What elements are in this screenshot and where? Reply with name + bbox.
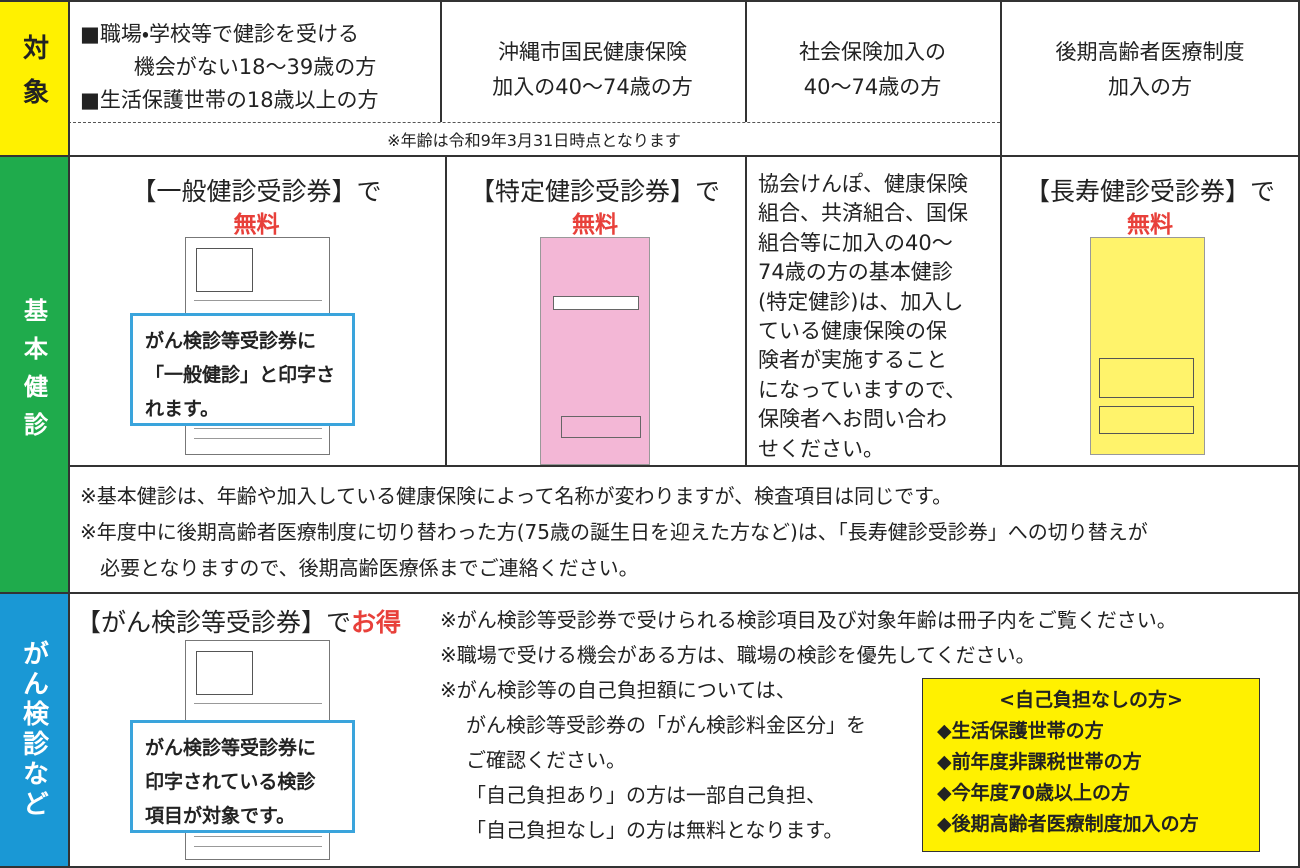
text-line: ている健康保険の保 xyxy=(758,319,947,344)
exemption-box: <自己負担なしの方> ◆生活保護世帯の方 ◆前年度非課税世帯の方 ◆今年度70歳以上… xyxy=(922,678,1260,852)
border xyxy=(0,592,1300,594)
heading-highlight: お得 xyxy=(351,608,402,637)
border xyxy=(745,155,747,465)
text-line: 後期高齢者医療制度 xyxy=(1055,40,1245,64)
heading-text: 【がん検診等受診券】で xyxy=(76,608,352,637)
border xyxy=(0,0,1300,2)
text-line: ※がん検診等受診券で受けられる検診項目及び対象年齢は冊子内をご覧ください。 xyxy=(440,608,1177,632)
text-line: 社会保険加入の xyxy=(799,40,946,64)
ticket-band xyxy=(553,296,639,310)
ticket-photo xyxy=(196,248,253,292)
text-line: がん検診等受診券に xyxy=(145,330,317,352)
ticket-line xyxy=(194,846,322,847)
ticket-image xyxy=(1090,237,1205,455)
text-line: ◆後期高齢者医療制度加入の方 xyxy=(937,813,1199,835)
general-callout: がん検診等受診券に 「一般健診」と印字さ れます。 xyxy=(130,313,355,426)
border xyxy=(1000,0,1002,155)
box-title: <自己負担なしの方> xyxy=(999,689,1183,711)
insurance-text: 協会けんぽ、健康保険 組合、共済組合、国保 組合等に加入の40〜 74歳の方の基本健診… xyxy=(758,170,998,464)
cancer-label: がん検診など xyxy=(0,592,68,868)
text-line: ※基本健診は、年齢や加入している健康保険によって名称が変わりますが、検査項目は同… xyxy=(80,484,953,508)
text-line: 保険者へお問い合わ xyxy=(758,407,947,432)
text-line: がん検診等受診券に xyxy=(145,737,317,759)
text-line: ご確認ください。 xyxy=(466,748,626,772)
text-line: になっていますので、 xyxy=(758,377,967,402)
ticket-line xyxy=(194,703,322,704)
text-line: 「一般健診」と印字さ xyxy=(145,364,336,386)
cancer-heading: 【がん検診等受診券】でお得 xyxy=(76,603,401,639)
text-line: ◆前年度非課税世帯の方 xyxy=(937,751,1142,773)
ticket-line xyxy=(194,836,322,837)
longevity-free: 無料 xyxy=(1127,212,1173,238)
text-line: 「自己負担あり」の方は一部自己負担、 xyxy=(466,783,826,807)
text-line: 協会けんぽ、健康保険 xyxy=(758,172,968,196)
general-free: 無料 xyxy=(233,212,280,238)
ticket-line xyxy=(194,438,322,439)
cancer-notes: ※がん検診等受診券で受けられる検診項目及び対象年齢は冊子内をご覧ください。 ※職場… xyxy=(440,603,1290,848)
target-label: 対象 xyxy=(0,0,68,155)
text-line: ■職場・学校等で健診を受ける xyxy=(80,22,359,46)
border xyxy=(68,0,70,868)
text-line: 「自己負担なし」の方は無料となります。 xyxy=(466,818,844,842)
target-cell: ■職場・学校等で健診を受ける機会がない18〜39歳の方 ■生活保護世帯の18歳以上… xyxy=(80,18,430,117)
specific-free: 無料 xyxy=(572,212,618,238)
text-line: 項目が対象です。 xyxy=(145,805,296,827)
specific-heading: 【特定健診受診券】で xyxy=(469,177,720,206)
target-cell: 沖縄市国民健康保険 加入の40〜74歳の方 xyxy=(440,35,745,105)
text-line: れます。 xyxy=(145,398,220,420)
border xyxy=(68,465,1300,467)
text-line: ◆今年度70歳以上の方 xyxy=(937,782,1131,804)
longevity-heading: 【長寿健診受診券】で xyxy=(1024,177,1275,206)
border xyxy=(0,866,1300,868)
target-cell: 後期高齢者医療制度 加入の方 xyxy=(1000,35,1300,105)
border xyxy=(745,0,747,122)
text-line: 沖縄市国民健康保険 xyxy=(498,40,687,64)
text-line: ※がん検診等の自己負担額については、 xyxy=(440,678,796,702)
text-line: ※年度中に後期高齢者医療制度に切り替わった方(75歳の誕生日を迎えた方など)は、… xyxy=(80,520,1148,544)
basic-label: 基本健診 xyxy=(0,155,68,592)
target-cell: 社会保険加入の 40〜74歳の方 xyxy=(745,35,1000,105)
ticket-photo xyxy=(196,651,253,695)
text-line: ※職場で受ける機会がある方は、職場の検診を優先してください。 xyxy=(440,643,1036,667)
cancer-callout: がん検診等受診券に 印字されている検診 項目が対象です。 xyxy=(130,720,355,833)
ticket-image xyxy=(540,237,650,465)
border xyxy=(1298,0,1300,868)
box-items: ◆生活保護世帯の方 ◆前年度非課税世帯の方 ◆今年度70歳以上の方 ◆後期高齢者医療制… xyxy=(937,716,1245,840)
border xyxy=(440,0,442,122)
text-line: せください。 xyxy=(758,436,884,461)
general-heading: 【一般健診受診券】で xyxy=(131,177,382,206)
ticket-table xyxy=(1099,358,1194,398)
text-line: 組合、共済組合、国保 xyxy=(758,201,968,226)
text-line: 加入の方 xyxy=(1108,75,1192,99)
dashed-line xyxy=(68,122,1000,123)
text-line: 40〜74歳の方 xyxy=(803,75,942,99)
target-note: ※年齢は令和9年3月31日時点となります xyxy=(387,131,681,150)
text-line: 組合等に加入の40〜 xyxy=(758,230,953,255)
text-line: 必要となりますので、後期高齢医療係までご連絡ください。 xyxy=(100,556,639,580)
basic-notes: ※基本健診は、年齢や加入している健康保険によって名称が変わりますが、検査項目は同… xyxy=(80,478,1290,586)
border xyxy=(1000,155,1002,465)
ticket-table xyxy=(1099,406,1194,434)
text-line: ◆生活保護世帯の方 xyxy=(937,720,1104,742)
text-line: がん検診等受診券の「がん検診料金区分」を xyxy=(466,713,866,737)
ticket-field xyxy=(561,416,641,438)
border xyxy=(0,155,1300,157)
text-line: 機会がない18〜39歳の方 xyxy=(133,55,377,79)
ticket-line xyxy=(194,300,322,301)
text-line: (特定健診)は、加入し xyxy=(758,289,964,314)
text-line: ■生活保護世帯の18歳以上の方 xyxy=(80,88,379,112)
text-line: 74歳の方の基本健診 xyxy=(758,260,953,285)
text-line: 険者が実施すること xyxy=(758,348,947,373)
ticket-line xyxy=(194,428,322,429)
border xyxy=(445,155,447,465)
text-line: 加入の40〜74歳の方 xyxy=(492,75,693,99)
text-line: 印字されている検診 xyxy=(145,771,316,793)
